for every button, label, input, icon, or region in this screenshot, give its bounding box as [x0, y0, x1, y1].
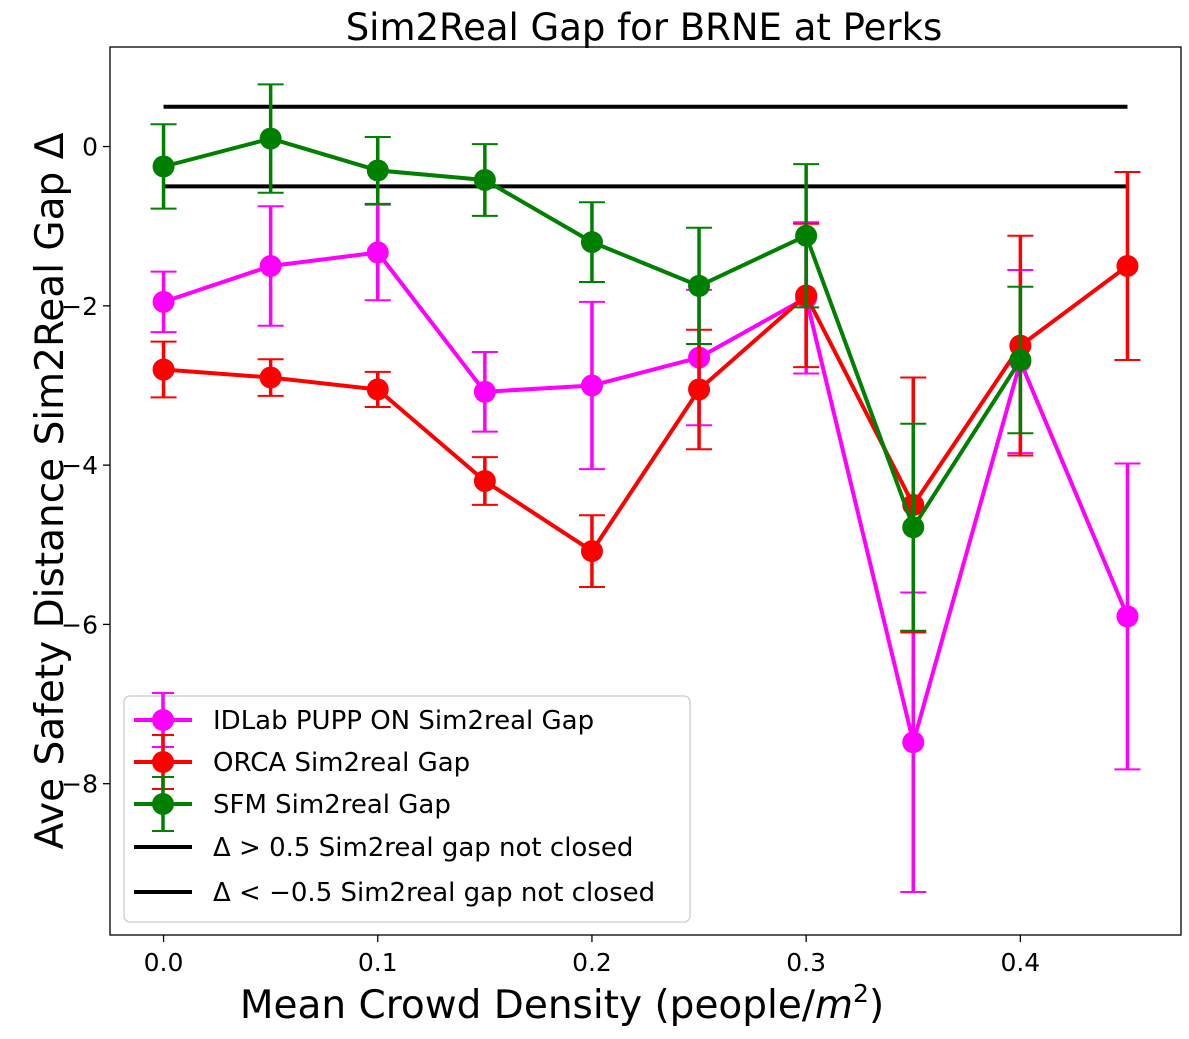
legend-label: IDLab PUPP ON Sim2real Gap: [213, 706, 594, 736]
data-point: [473, 380, 496, 403]
data-point: [152, 358, 175, 381]
y-axis-label: Ave Safety Distance Sim2Real Gap Δ: [28, 132, 73, 849]
data-point: [580, 374, 603, 397]
data-point: [473, 169, 496, 192]
legend-swatch-marker: [152, 709, 174, 731]
legend-box: [123, 695, 691, 923]
data-point: [152, 290, 175, 313]
data-point: [259, 366, 282, 389]
data-point: [1116, 605, 1139, 628]
data-point: [580, 231, 603, 254]
data-point: [152, 155, 175, 178]
data-point: [902, 516, 925, 539]
data-point: [366, 241, 389, 264]
data-point: [259, 255, 282, 278]
y-tick-label: −8: [61, 770, 98, 799]
y-tick-label: −4: [61, 451, 98, 480]
legend: IDLab PUPP ON Sim2real Gap ORCA Sim2real …: [123, 692, 691, 923]
data-point: [473, 470, 496, 493]
x-tick-label: 0.0: [144, 948, 184, 977]
x-axis-label: Mean Crowd Density (people/m2): [240, 979, 884, 1028]
chart-title: Sim2Real Gap for BRNE at Perks: [346, 6, 943, 49]
data-point: [366, 378, 389, 401]
data-point: [902, 731, 925, 754]
x-tick-label: 0.1: [358, 948, 398, 977]
legend-swatch-marker: [152, 751, 174, 773]
data-point: [1116, 255, 1139, 278]
data-point: [259, 127, 282, 150]
data-point: [366, 159, 389, 182]
legend-label: SFM Sim2real Gap: [213, 790, 451, 820]
series-line: [163, 264, 1129, 554]
x-axis: 0.0 0.1 0.2 0.3 0.4: [144, 935, 1040, 977]
series: [150, 83, 1034, 632]
y-tick-label: −6: [61, 610, 98, 639]
y-tick-label: −2: [61, 292, 98, 321]
x-tick-label: 0.4: [1000, 948, 1040, 977]
legend-label: ORCA Sim2real Gap: [213, 748, 470, 778]
data-point: [688, 274, 711, 297]
series-line: [162, 250, 1130, 745]
plot-area: [150, 83, 1141, 893]
y-axis: 0 −2 −4 −6 −8: [61, 133, 110, 799]
legend-label: Δ > 0.5 Sim2real gap not closed: [213, 833, 633, 863]
y-tick-label: 0: [82, 133, 98, 162]
x-tick-label: 0.2: [572, 948, 612, 977]
data-point: [795, 224, 818, 247]
plot-frame: [109, 46, 1182, 936]
legend-swatch-marker: [152, 793, 174, 815]
x-tick-label: 0.3: [786, 948, 826, 977]
data-point: [580, 540, 603, 563]
data-point: [688, 378, 711, 401]
data-point: [1009, 348, 1032, 371]
legend-label: Δ < −0.5 Sim2real gap not closed: [213, 878, 655, 908]
